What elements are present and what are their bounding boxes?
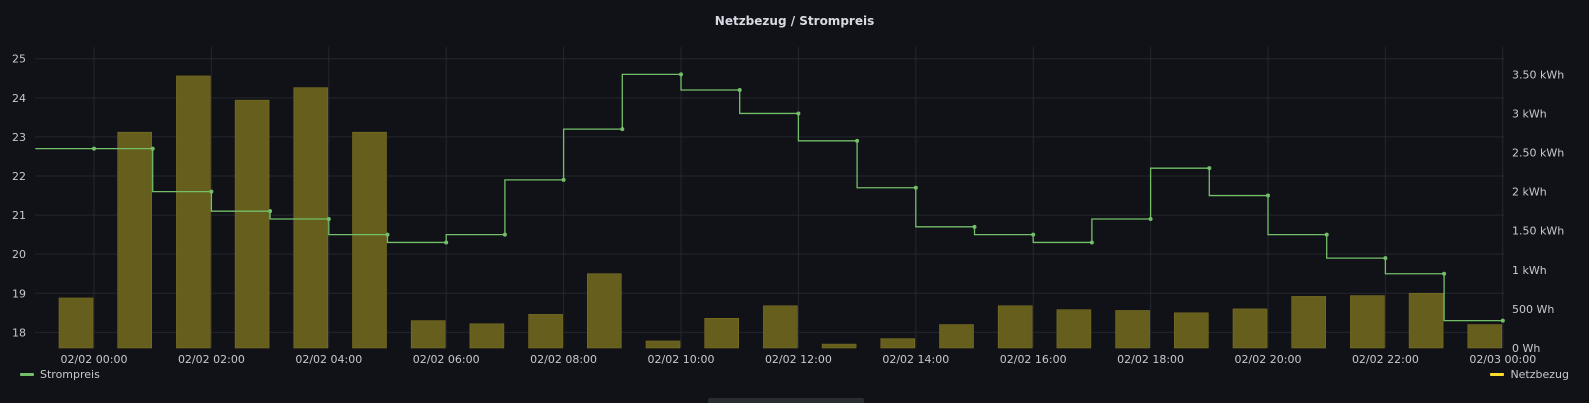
x-tick-label: 02/02 20:00 [1235, 353, 1302, 366]
legend-item-strompreis[interactable]: Strompreis [20, 368, 100, 381]
x-tick-label: 02/02 04:00 [295, 353, 362, 366]
x-tick-label: 02/02 22:00 [1352, 353, 1419, 366]
line-point [1207, 166, 1212, 171]
line-point [385, 232, 390, 237]
legend-label-strompreis: Strompreis [40, 368, 100, 381]
bar [234, 99, 270, 349]
x-tick-label: 02/02 08:00 [530, 353, 597, 366]
y-right-tick-label: 1 kWh [1512, 264, 1547, 277]
y-left-tick-label: 18 [12, 326, 26, 339]
x-tick-label: 02/02 00:00 [61, 353, 128, 366]
bar [763, 305, 798, 349]
bar [1232, 308, 1268, 349]
chart-title: Netzbezug / Strompreis [714, 14, 875, 28]
line-point [855, 138, 860, 143]
line-point [737, 88, 742, 92]
y-right-tick-label: 500 Wh [1512, 303, 1554, 316]
line-point [92, 146, 96, 151]
y-right-tick-label: 0 Wh [1512, 342, 1540, 355]
y-left-tick-label: 23 [12, 131, 26, 144]
line-point [1031, 232, 1036, 237]
line-point [502, 232, 507, 237]
line-point [1500, 318, 1505, 323]
bar [1350, 295, 1385, 349]
line-series-strompreis [35, 72, 1505, 323]
y-left-tick-label: 24 [12, 92, 26, 105]
bar [586, 273, 622, 349]
legend-item-netzbezug[interactable]: Netzbezug [1490, 368, 1569, 381]
y-right-tick-label: 2.50 kWh [1512, 147, 1564, 160]
bar [997, 305, 1033, 349]
line-point [620, 127, 625, 132]
line-point [1148, 217, 1153, 221]
bar [469, 323, 505, 349]
bar [528, 314, 563, 349]
legend-swatch-icon [20, 373, 34, 376]
bar [704, 317, 740, 349]
line-point [679, 72, 683, 77]
line-point [209, 189, 214, 194]
line-point [1324, 232, 1329, 237]
bar [352, 131, 387, 349]
y-left-tick-label: 21 [12, 209, 26, 222]
bar [880, 338, 916, 349]
bar [645, 340, 681, 349]
x-tick-label: 02/02 10:00 [648, 353, 715, 366]
line-point [1089, 240, 1094, 245]
bar [1291, 296, 1326, 349]
x-tick-label: 02/02 18:00 [1117, 353, 1184, 366]
line-point [268, 209, 273, 214]
x-tick-label: 02/02 12:00 [765, 353, 832, 366]
bar-series-netzbezug [58, 75, 1503, 349]
line-point [796, 111, 801, 116]
bar [1174, 312, 1209, 349]
y-left-tick-label: 25 [12, 53, 26, 66]
line-point [326, 217, 331, 221]
legend-swatch-icon [1490, 373, 1505, 376]
axis-labels: 18 19 20 21 22 23 24 25 02/02 00:00 02/02 02:00 02… [12, 53, 1564, 366]
y-left-tick-label: 20 [12, 248, 26, 261]
line-point [1266, 193, 1270, 198]
y-right-tick-label: 1.50 kWh [1512, 225, 1564, 238]
bar [1408, 292, 1444, 349]
y-left-tick-label: 22 [12, 170, 26, 183]
bar [117, 131, 152, 349]
line-point [972, 224, 977, 229]
bar [1056, 309, 1092, 349]
line-point [561, 177, 566, 182]
x-tick-label: 02/03 00:00 [1469, 353, 1536, 366]
bar [1115, 310, 1150, 349]
bar [58, 297, 94, 349]
line-point [1383, 256, 1388, 261]
y-right-tick-label: 2 kWh [1512, 186, 1547, 199]
x-tick-label: 02/02 02:00 [178, 353, 245, 366]
bar [293, 87, 329, 349]
y-left-tick-label: 19 [12, 287, 26, 300]
y-right-tick-label: 3 kWh [1512, 107, 1547, 120]
line-point [913, 185, 918, 190]
bar [410, 320, 446, 349]
scrollbar-handle[interactable] [708, 398, 864, 403]
y-right-tick-label: 3.50 kWh [1512, 68, 1564, 81]
line-point [444, 240, 449, 245]
line-point [1442, 271, 1447, 276]
bar [176, 75, 211, 349]
bar [1467, 324, 1503, 349]
bar [939, 324, 974, 349]
x-tick-label: 02/02 16:00 [1000, 353, 1067, 366]
x-tick-label: 02/02 06:00 [413, 353, 480, 366]
line-point [150, 146, 155, 151]
legend-label-netzbezug: Netzbezug [1510, 368, 1569, 381]
bar [821, 343, 857, 349]
x-tick-label: 02/02 14:00 [882, 353, 949, 366]
